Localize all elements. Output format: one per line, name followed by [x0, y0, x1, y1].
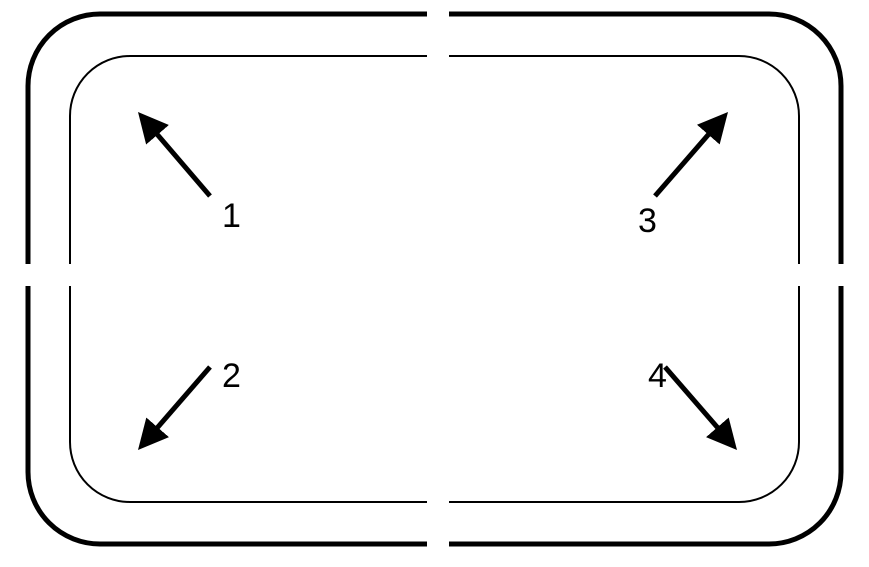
outer-rounded-rect — [28, 14, 841, 544]
labels-group: 1 2 3 4 — [222, 197, 667, 395]
label-3: 3 — [638, 202, 657, 240]
diagram-canvas: 1 2 3 4 — [0, 0, 869, 567]
inner-rounded-rect-segment-4 — [449, 286, 799, 502]
label-4: 4 — [648, 357, 667, 395]
arrow-2 — [151, 367, 210, 435]
inner-rounded-rect — [70, 56, 799, 502]
outer-rounded-rect-segment-4 — [449, 286, 841, 544]
outer-rounded-rect-segment-2 — [28, 286, 427, 544]
label-2: 2 — [222, 357, 241, 395]
inner-rounded-rect-segment-2 — [70, 286, 427, 502]
arrow-4 — [665, 367, 724, 435]
arrow-1 — [151, 127, 210, 196]
label-1: 1 — [222, 197, 241, 235]
inner-rounded-rect-segment-1 — [70, 56, 427, 264]
arrow-3 — [655, 127, 715, 196]
inner-rounded-rect-segment-3 — [449, 56, 799, 264]
